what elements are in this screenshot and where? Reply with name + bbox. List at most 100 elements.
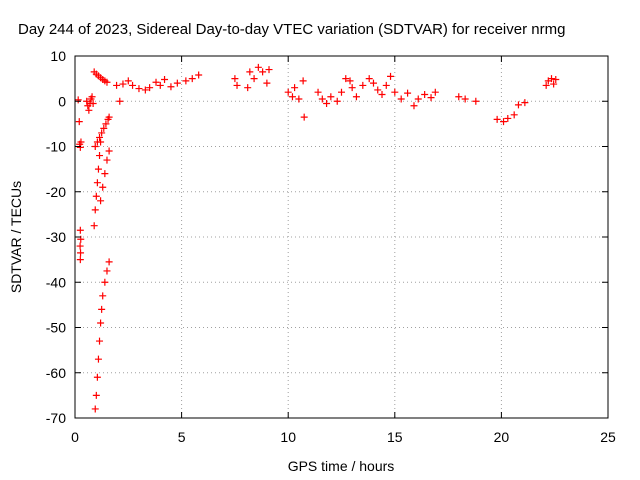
data-point [352, 93, 360, 101]
data-point [318, 95, 326, 103]
data-point [391, 88, 399, 96]
data-point [521, 99, 529, 107]
data-point [173, 79, 181, 87]
data-point [74, 96, 82, 104]
data-point [76, 226, 84, 234]
data-point [514, 101, 522, 109]
data-point [124, 77, 132, 85]
data-point [94, 355, 102, 363]
data-point [89, 100, 97, 108]
data-point [552, 76, 560, 84]
data-point [231, 75, 239, 83]
data-point [91, 405, 99, 413]
data-point [93, 373, 101, 381]
data-point [94, 165, 102, 173]
gridlines [75, 56, 608, 418]
data-point [97, 138, 105, 146]
data-point [119, 80, 127, 88]
data-point [387, 72, 395, 80]
data-point [103, 267, 111, 275]
data-point [291, 84, 299, 92]
data-point [410, 102, 418, 110]
data-point [427, 94, 435, 102]
data-point [77, 138, 85, 146]
y-tick-label: -10 [46, 139, 66, 155]
data-point [116, 97, 124, 105]
x-tick-label: 15 [387, 429, 403, 445]
data-point [195, 71, 203, 79]
data-point [414, 95, 422, 103]
x-tick-label: 20 [494, 429, 510, 445]
y-axis-label: SDTVAR / TECUs [8, 181, 24, 293]
x-tick-label: 25 [600, 429, 616, 445]
y-tick-label: -40 [46, 274, 66, 290]
data-point [404, 89, 412, 97]
data-point [314, 88, 322, 96]
data-point [327, 93, 335, 101]
y-tick-label: -20 [46, 184, 66, 200]
data-point [90, 222, 98, 230]
data-point [100, 124, 108, 132]
data-point [284, 88, 292, 96]
data-point [500, 118, 508, 126]
data-point [76, 143, 84, 151]
data-point [374, 86, 382, 94]
data-point [265, 66, 273, 74]
data-point [246, 68, 254, 76]
data-point [455, 93, 463, 101]
data-point [295, 95, 303, 103]
data-point [382, 81, 390, 89]
data-point [156, 81, 164, 89]
data-point [421, 90, 429, 98]
data-point [97, 197, 105, 205]
x-tick-label: 0 [71, 429, 79, 445]
data-point [254, 63, 262, 71]
data-point [397, 95, 405, 103]
data-point [135, 85, 143, 93]
data-point [129, 81, 137, 89]
data-point [472, 97, 480, 105]
y-tick-label: -50 [46, 320, 66, 336]
data-point [493, 115, 501, 123]
axis-ticks: 0 5 10 15 20 25 10 0 -10 -20 -30 -40 -50 -60 -70 [46, 48, 616, 445]
data-point [233, 81, 241, 89]
data-point [188, 75, 196, 83]
y-tick-label: 0 [58, 93, 66, 109]
data-point [91, 206, 99, 214]
data-point [431, 88, 439, 96]
data-point [359, 81, 367, 89]
data-point [244, 84, 252, 92]
data-point [167, 83, 175, 91]
data-point [288, 93, 296, 101]
data-point [348, 84, 356, 92]
data-point [461, 95, 469, 103]
data-point [96, 133, 104, 141]
data-point [182, 77, 190, 85]
data-point [146, 84, 154, 92]
data-point [510, 111, 518, 119]
data-point [91, 143, 99, 150]
x-tick-label: 10 [280, 429, 296, 445]
data-point [98, 305, 106, 313]
data-point [342, 75, 350, 83]
data-point [98, 129, 106, 137]
data-point [369, 79, 377, 87]
data-point [77, 249, 85, 257]
data-point [75, 118, 83, 126]
data-point [259, 68, 267, 76]
data-point [76, 256, 84, 264]
data-point [105, 147, 113, 155]
y-tick-label: 10 [50, 48, 66, 64]
data-point [105, 113, 113, 121]
data-point [102, 120, 110, 128]
data-point [93, 179, 101, 187]
data-point [99, 183, 107, 191]
data-point [550, 80, 558, 88]
data-point [101, 278, 109, 286]
data-point [161, 76, 169, 84]
data-point [85, 106, 93, 114]
data-points [74, 63, 560, 413]
data-point [378, 90, 386, 98]
y-tick-label: -30 [46, 229, 66, 245]
